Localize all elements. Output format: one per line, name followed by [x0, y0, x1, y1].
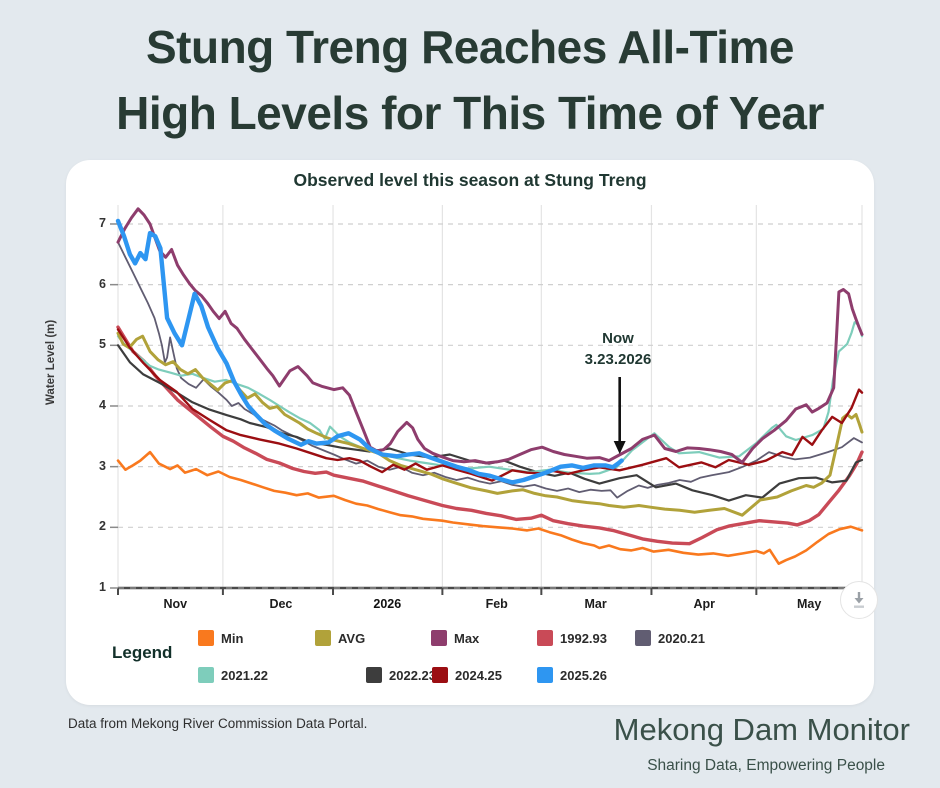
y-tick-label-2: 2: [99, 519, 106, 534]
x-tick-label-Dec: Dec: [269, 597, 293, 611]
chart-card: [66, 160, 874, 705]
legend-item-2022.23[interactable]: 2022.23: [366, 667, 436, 683]
legend-item-2021.22[interactable]: 2021.22: [198, 667, 268, 683]
legend-swatch-2021.22: [198, 667, 214, 683]
legend-swatch-2020.21: [635, 630, 651, 646]
x-tick-label-Apr: Apr: [693, 597, 716, 611]
legend-label: 2024.25: [455, 667, 502, 683]
legend-label: 2022.23: [389, 667, 436, 683]
legend-item-2024.25[interactable]: 2024.25: [432, 667, 502, 683]
annotation-arrow-head: [613, 441, 626, 454]
x-tick-label-Feb: Feb: [485, 597, 508, 611]
legend-item-2025.26[interactable]: 2025.26: [537, 667, 607, 683]
legend-swatch-2025.26: [537, 667, 553, 683]
legend-swatch-2022.23: [366, 667, 382, 683]
legend-item-AVG[interactable]: AVG: [315, 630, 365, 646]
legend-swatch-2024.25: [432, 667, 448, 683]
y-tick-label-6: 6: [99, 276, 106, 291]
series-line-2024.25: [116, 328, 864, 482]
data-source-note: Data from Mekong River Commission Data P…: [68, 716, 368, 731]
legend-title: Legend: [112, 643, 173, 662]
page-title: Stung Treng Reaches All-Time High Levels…: [0, 14, 940, 146]
series-line-Min: [116, 450, 864, 566]
y-tick-label-7: 7: [99, 215, 106, 230]
legend-label: 2021.22: [221, 667, 268, 683]
x-tick-label-Nov: Nov: [163, 597, 188, 611]
brand-tagline: Sharing Data, Empowering People: [647, 757, 885, 774]
legend-item-Min[interactable]: Min: [198, 630, 243, 646]
x-tick-label-2026: 2026: [373, 597, 402, 611]
y-tick-label-4: 4: [99, 397, 106, 412]
legend-swatch-1992.93: [537, 630, 553, 646]
series-line-Max: [116, 207, 864, 465]
legend-swatch-Min: [198, 630, 214, 646]
brand-name: Mekong Dam Monitor: [613, 712, 910, 747]
legend-item-Max[interactable]: Max: [431, 630, 479, 646]
legend-label: 1992.93: [560, 630, 607, 646]
series-line-2025.26: [115, 218, 624, 485]
x-tick-label-Mar: Mar: [584, 597, 607, 611]
y-tick-label-1: 1: [99, 580, 106, 594]
legend-item-1992.93[interactable]: 1992.93: [537, 630, 607, 646]
legend-label: 2020.21: [658, 630, 705, 646]
legend-swatch-AVG: [315, 630, 331, 646]
legend-swatch-Max: [431, 630, 447, 646]
y-tick-label-3: 3: [99, 458, 106, 473]
series-line-1992.93: [116, 325, 864, 546]
y-tick-label-5: 5: [99, 337, 106, 352]
annotation-now: Now: [602, 330, 634, 347]
x-tick-label-May: May: [797, 597, 822, 611]
download-button[interactable]: [840, 581, 878, 619]
download-icon: [854, 592, 864, 608]
legend-label: AVG: [338, 630, 366, 646]
page-title-line1: Stung Treng Reaches All-Time: [145, 21, 795, 73]
legend-label: Max: [454, 630, 480, 646]
page-title-line2: High Levels for This Time of Year: [116, 87, 824, 139]
legend-label: 2025.26: [560, 667, 607, 683]
legend-item-2020.21[interactable]: 2020.21: [635, 630, 705, 646]
annotation-date: 3.23.2026: [584, 351, 652, 368]
series-line-AVG: [116, 331, 864, 517]
legend-label: Min: [221, 630, 244, 646]
chart-title: Observed level this season at Stung Tren…: [293, 170, 647, 190]
